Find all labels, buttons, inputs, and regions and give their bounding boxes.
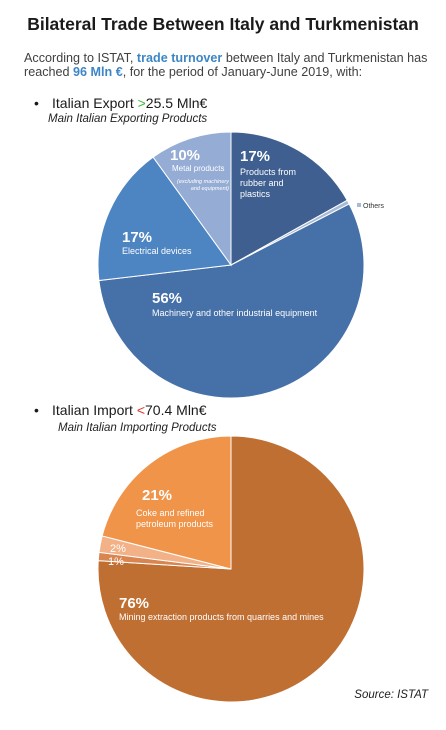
- import-pie-chart: 76%Mining extraction products from quarr…: [97, 435, 365, 703]
- export-value: 25.5 Mln€: [145, 95, 208, 111]
- import-label: Italian Import: [52, 402, 133, 418]
- intro-suffix: , for the period of January-June 2019, w…: [122, 65, 363, 79]
- source-note: Source: ISTAT: [354, 689, 428, 701]
- pie1-slice-4-label: Electrical devices: [122, 246, 192, 256]
- export-bullet: •: [34, 95, 39, 111]
- pie1-slice-5: [152, 131, 232, 267]
- import-bullet: •: [34, 402, 39, 418]
- others-legend-swatch: [357, 203, 361, 207]
- page-title: Bilateral Trade Between Italy and Turkme…: [27, 14, 419, 34]
- pie1-slice-5-sublabel: (excluding machinery and equipment): [177, 179, 230, 192]
- pie1-slice-3-label: Machinery and other industrial equipment: [152, 308, 318, 318]
- pie1-slice-5-label: Metal products: [172, 164, 224, 173]
- pie2-slice-4: [101, 435, 232, 570]
- pie2-slice-1-label: Mining extraction products from quarries…: [119, 612, 324, 622]
- export-pie-chart: 17% Products from rubber and plastics 56%Mac…: [97, 131, 365, 399]
- pie2-slice-4-percent: 21%: [142, 487, 172, 504]
- export-legend: Others: [357, 203, 385, 210]
- pie2-slice-4-label: Coke and refined petroleum products: [136, 508, 214, 529]
- pie2-slice-1-percent: 76%: [119, 595, 149, 612]
- import-heading: • Italian Import <70.4 Mln€: [34, 402, 207, 418]
- import-subtitle: Main Italian Importing Products: [58, 422, 217, 434]
- intro-text: According to ISTAT, trade turnover betwe…: [24, 51, 439, 79]
- pie2-slice-3-percent: 2%: [110, 543, 126, 555]
- pie1-slice-3-percent: 56%: [152, 290, 182, 307]
- others-legend-label: Others: [363, 203, 385, 210]
- pie1-slice-5-percent: 10%: [170, 147, 200, 164]
- intro-mid: between Italy and Turkmenistan has reach…: [24, 51, 428, 79]
- pie1-slice-1-percent: 17%: [240, 148, 270, 165]
- pie1-slice-1-label: Products from rubber and plastics: [240, 167, 296, 199]
- export-subtitle: Main Italian Exporting Products: [48, 113, 208, 125]
- pie1-slice-4-percent: 17%: [122, 229, 152, 246]
- intro-amount: 96 Mln €: [73, 65, 123, 79]
- import-symbol: <: [136, 402, 146, 418]
- pie1-slice-3: [98, 203, 365, 399]
- intro-prefix: According to ISTAT,: [24, 51, 134, 65]
- export-heading: • Italian Export >25.5 Mln€: [34, 95, 207, 111]
- export-label: Italian Export: [52, 95, 134, 111]
- pie1-slice-1: [230, 131, 348, 266]
- intro-highlight: trade turnover: [136, 51, 223, 65]
- import-value: 70.4 Mln€: [145, 402, 207, 418]
- export-symbol: >: [137, 95, 146, 111]
- pie1-slice-4: [97, 156, 232, 282]
- pie2-slice-2-percent: 1%: [108, 556, 124, 568]
